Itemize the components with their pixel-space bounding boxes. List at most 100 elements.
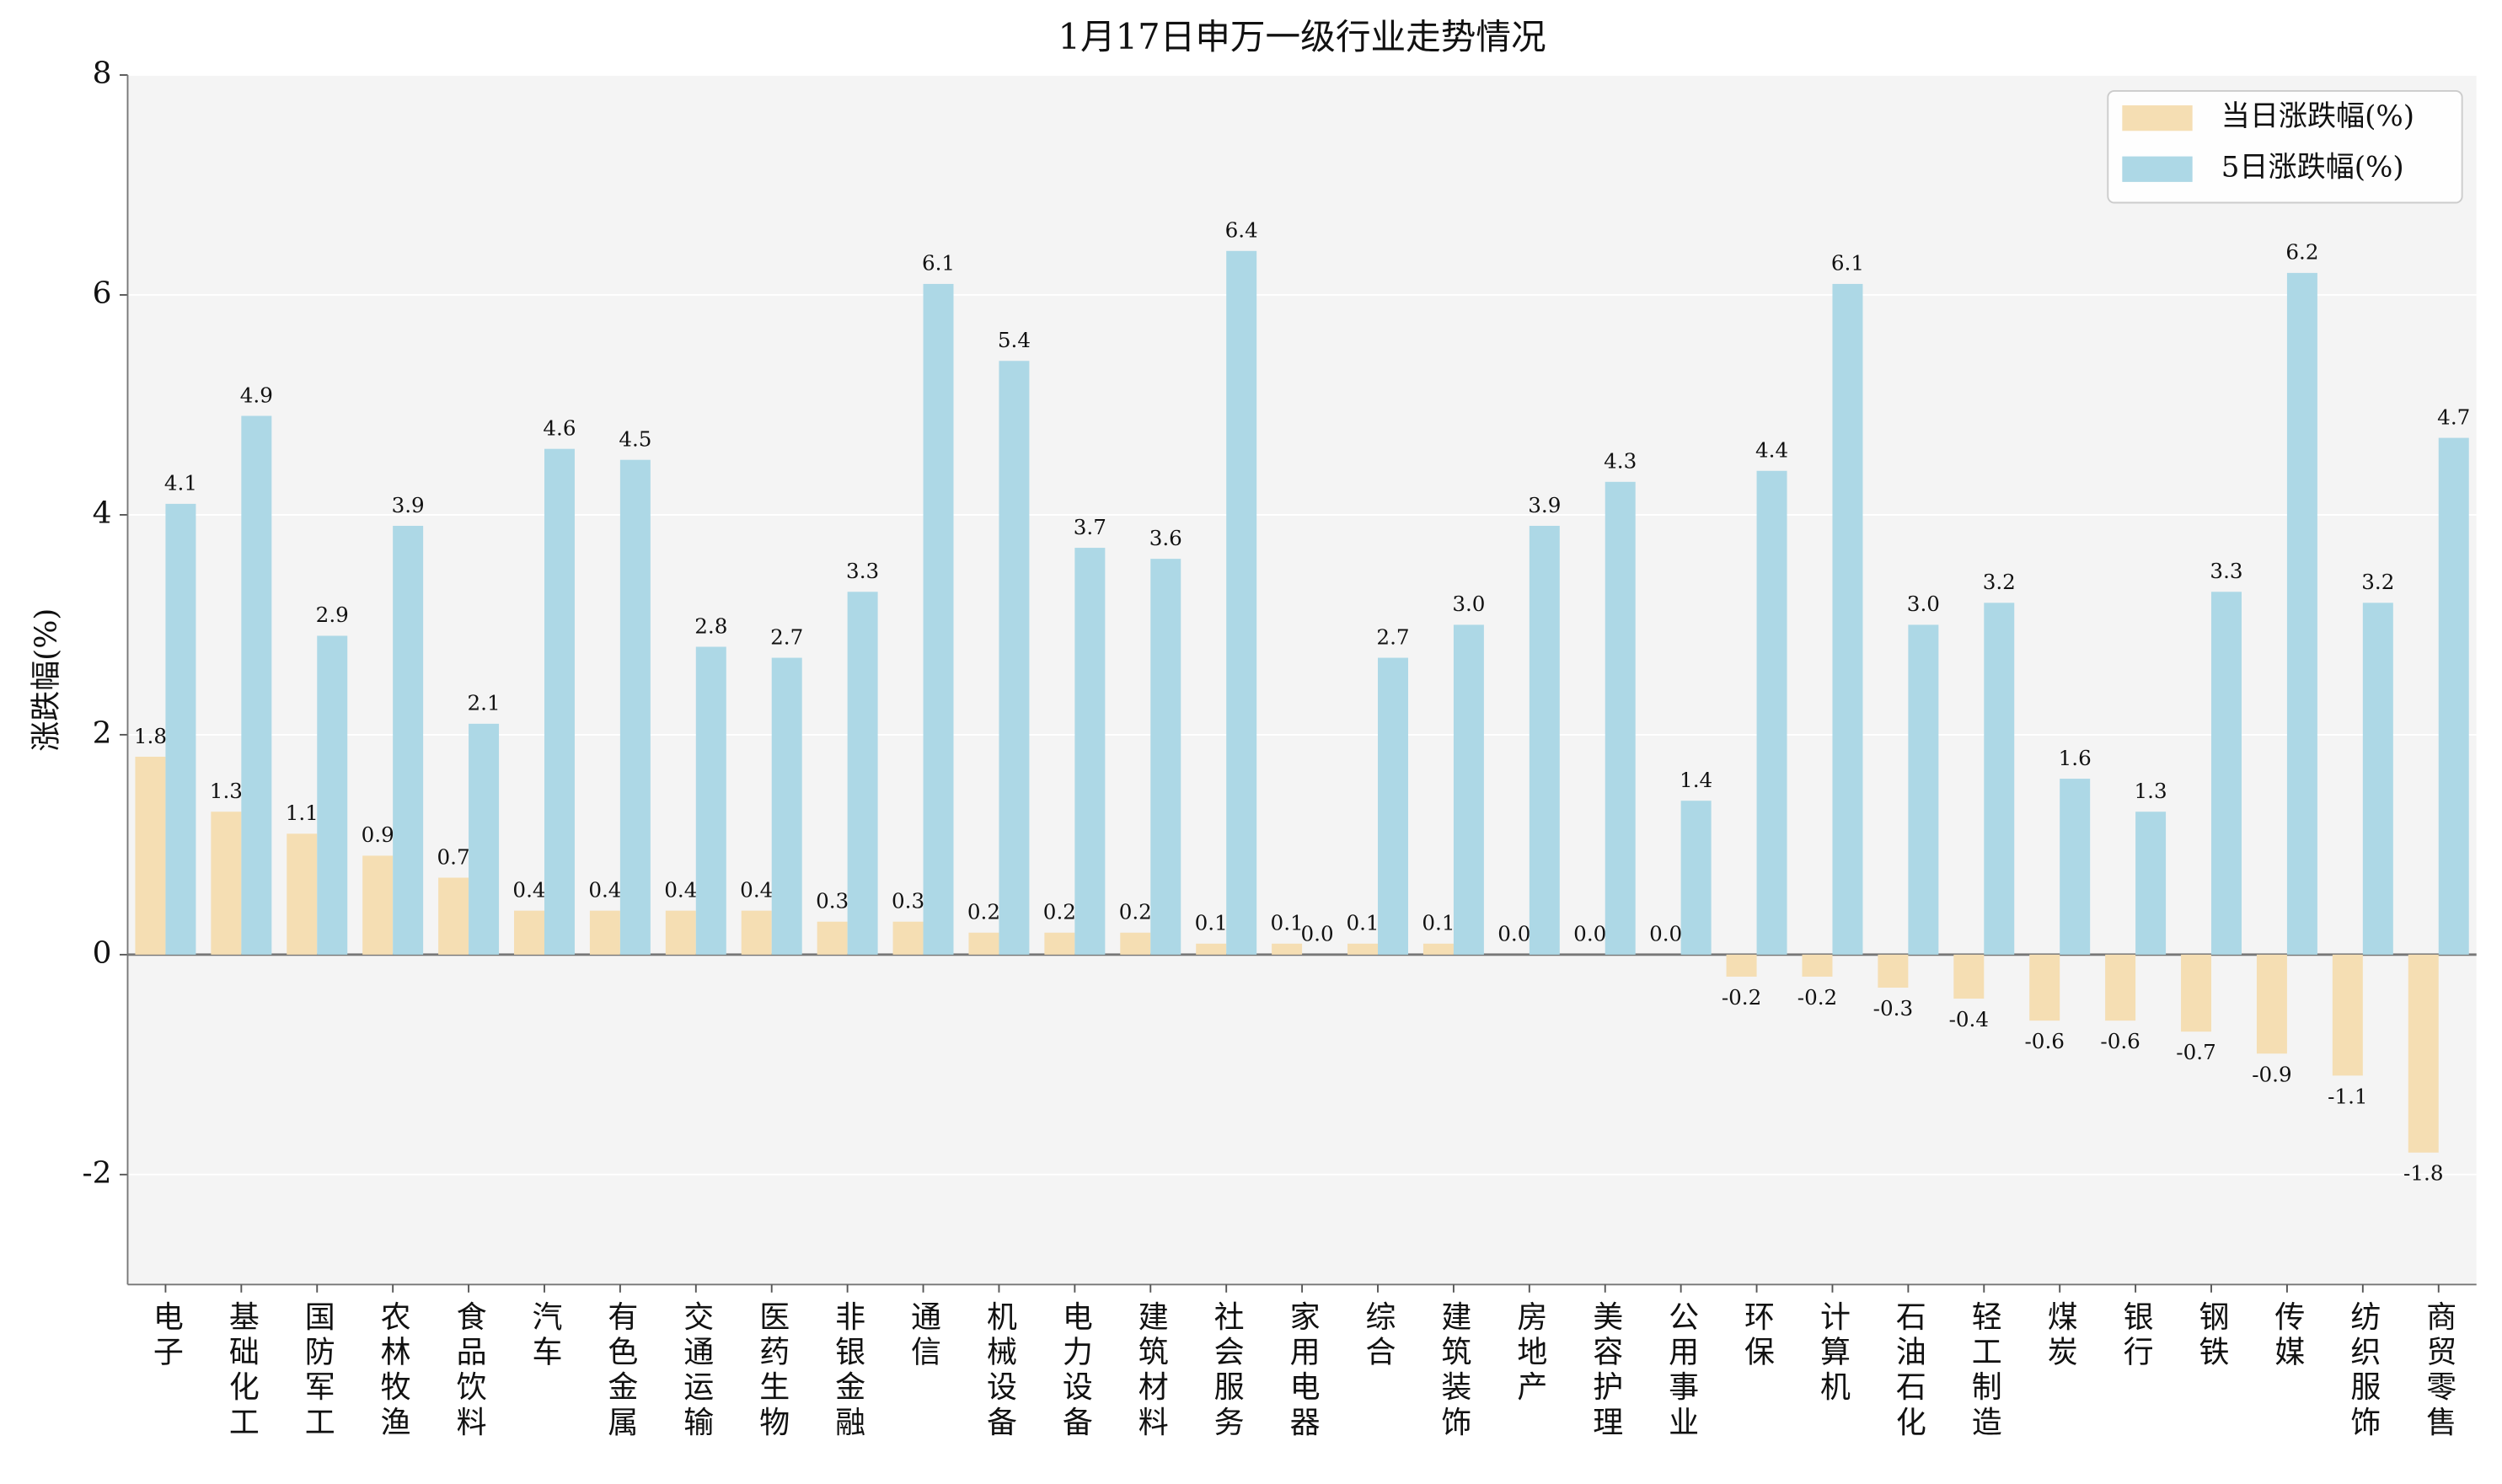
- bar: [1044, 932, 1075, 955]
- value-label: 0.3: [816, 888, 849, 913]
- y-tick-label: -2: [82, 1155, 111, 1190]
- value-label: -0.6: [2100, 1029, 2140, 1053]
- value-label: 0.0: [1573, 922, 1606, 946]
- bar: [544, 448, 575, 955]
- bar: [211, 812, 242, 955]
- x-tick-label: 房地产: [1512, 1300, 1546, 1406]
- x-tick-label: 电力设备: [1058, 1300, 1092, 1441]
- x-tick-label: 商贸零售: [2421, 1300, 2456, 1441]
- bar: [1878, 954, 1909, 988]
- value-label: 0.1: [1195, 911, 1228, 935]
- x-tick-label: 轻工制造: [1967, 1300, 2001, 1441]
- value-label: 2.7: [1376, 624, 1409, 649]
- value-label: 3.9: [392, 493, 425, 517]
- bar: [2438, 437, 2469, 955]
- y-tick-label: 0: [93, 935, 112, 970]
- x-tick-label: 国防军工: [300, 1300, 335, 1441]
- value-label: -0.4: [1949, 1007, 1989, 1031]
- x-tick-label: 纺织服饰: [2345, 1300, 2380, 1441]
- bar: [2029, 954, 2060, 1021]
- bar: [771, 657, 802, 955]
- x-tick-label: 基础化工: [224, 1300, 259, 1441]
- bar: [2332, 954, 2363, 1076]
- x-tick-label: 有色金属: [603, 1300, 637, 1441]
- bar: [817, 921, 848, 955]
- bar: [2135, 812, 2167, 955]
- bar: [1726, 954, 1757, 977]
- value-label: 3.0: [1452, 592, 1485, 616]
- x-tick-label: 建筑装饰: [1436, 1300, 1471, 1441]
- bar: [1196, 943, 1227, 955]
- x-tick-label: 煤炭: [2043, 1300, 2077, 1370]
- value-label: 1.6: [2059, 746, 2092, 770]
- bar: [923, 283, 954, 955]
- value-label: 0.4: [740, 877, 773, 902]
- value-label: 0.4: [588, 877, 621, 902]
- bar: [619, 459, 651, 955]
- bar: [1756, 470, 1787, 955]
- bar: [1908, 624, 1939, 955]
- bar: [241, 415, 272, 955]
- value-label: 0.4: [512, 877, 545, 902]
- value-label: 2.9: [316, 603, 349, 627]
- value-label: 4.3: [1604, 449, 1637, 474]
- bar: [1226, 250, 1257, 955]
- value-label: 3.3: [846, 559, 879, 583]
- x-tick-label: 传媒: [2269, 1300, 2305, 1370]
- bar: [589, 910, 620, 955]
- x-tick-label: 非银金融: [830, 1300, 865, 1441]
- bar: [847, 592, 878, 955]
- x-tick-label: 交通运输: [678, 1300, 713, 1441]
- bar: [514, 910, 544, 955]
- value-label: 3.3: [2210, 559, 2242, 583]
- legend-swatch: [2122, 156, 2193, 182]
- x-tick-label: 汽车: [527, 1300, 561, 1370]
- bar: [2181, 954, 2212, 1032]
- value-label: 0.2: [1119, 900, 1152, 924]
- value-label: 6.1: [1831, 251, 1864, 276]
- value-label: 3.2: [2361, 570, 2394, 594]
- y-tick-label: 2: [93, 715, 112, 750]
- x-tick-label: 社会服务: [1209, 1300, 1245, 1441]
- value-label: 6.4: [1225, 218, 1258, 243]
- bar: [741, 910, 772, 955]
- value-label: 3.7: [1074, 515, 1106, 539]
- bar: [1832, 283, 1863, 955]
- x-tick-label: 计算机: [1815, 1300, 1850, 1406]
- bar: [287, 833, 318, 955]
- legend-swatch: [2122, 104, 2193, 131]
- value-label: 1.3: [2135, 779, 2167, 803]
- y-tick-label: 8: [93, 56, 112, 91]
- x-tick-label: 通信: [906, 1300, 940, 1370]
- value-label: -0.2: [1797, 985, 1837, 1010]
- bar: [1120, 932, 1151, 955]
- value-label: 0.2: [967, 900, 1000, 924]
- value-label: 6.2: [2285, 240, 2318, 265]
- y-axis-label: 涨跌幅(%): [29, 608, 63, 752]
- bar: [695, 646, 726, 955]
- bar: [2286, 272, 2317, 955]
- bar: [1074, 548, 1106, 955]
- value-label: 2.7: [770, 624, 803, 649]
- value-label: 0.3: [892, 888, 924, 913]
- value-label: -0.3: [1873, 996, 1913, 1021]
- value-label: 4.9: [240, 383, 273, 407]
- value-label: 0.2: [1043, 900, 1076, 924]
- bar: [1605, 481, 1636, 955]
- x-tick-label: 家用电器: [1285, 1300, 1320, 1441]
- legend-box: [2107, 90, 2463, 204]
- x-tick-label: 钢铁: [2194, 1300, 2229, 1370]
- value-label: -0.9: [2252, 1062, 2291, 1086]
- value-label: 0.0: [1649, 922, 1682, 946]
- x-tick-label: 美容护理: [1588, 1300, 1622, 1441]
- bar: [1953, 954, 1985, 999]
- bar: [165, 503, 196, 955]
- value-label: 0.9: [362, 822, 394, 847]
- bar: [1378, 657, 1408, 955]
- value-label: 4.4: [1755, 438, 1788, 463]
- bar: [1802, 954, 1833, 977]
- x-tick-label: 石油石化: [1891, 1300, 1926, 1441]
- x-tick-label: 食品饮料: [452, 1300, 487, 1441]
- x-tick-label: 公用事业: [1664, 1300, 1698, 1441]
